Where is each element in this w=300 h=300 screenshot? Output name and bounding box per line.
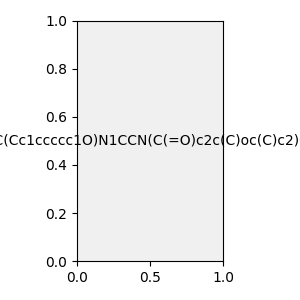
Text: O=C(Cc1ccccc1O)N1CCN(C(=O)c2c(C)oc(C)c2)CC1: O=C(Cc1ccccc1O)N1CCN(C(=O)c2c(C)oc(C)c2)… [0, 134, 300, 148]
